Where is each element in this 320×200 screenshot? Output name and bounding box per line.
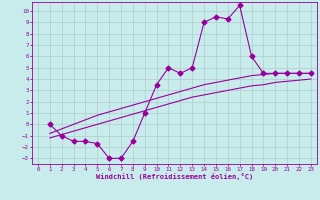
X-axis label: Windchill (Refroidissement éolien,°C): Windchill (Refroidissement éolien,°C) <box>96 173 253 180</box>
